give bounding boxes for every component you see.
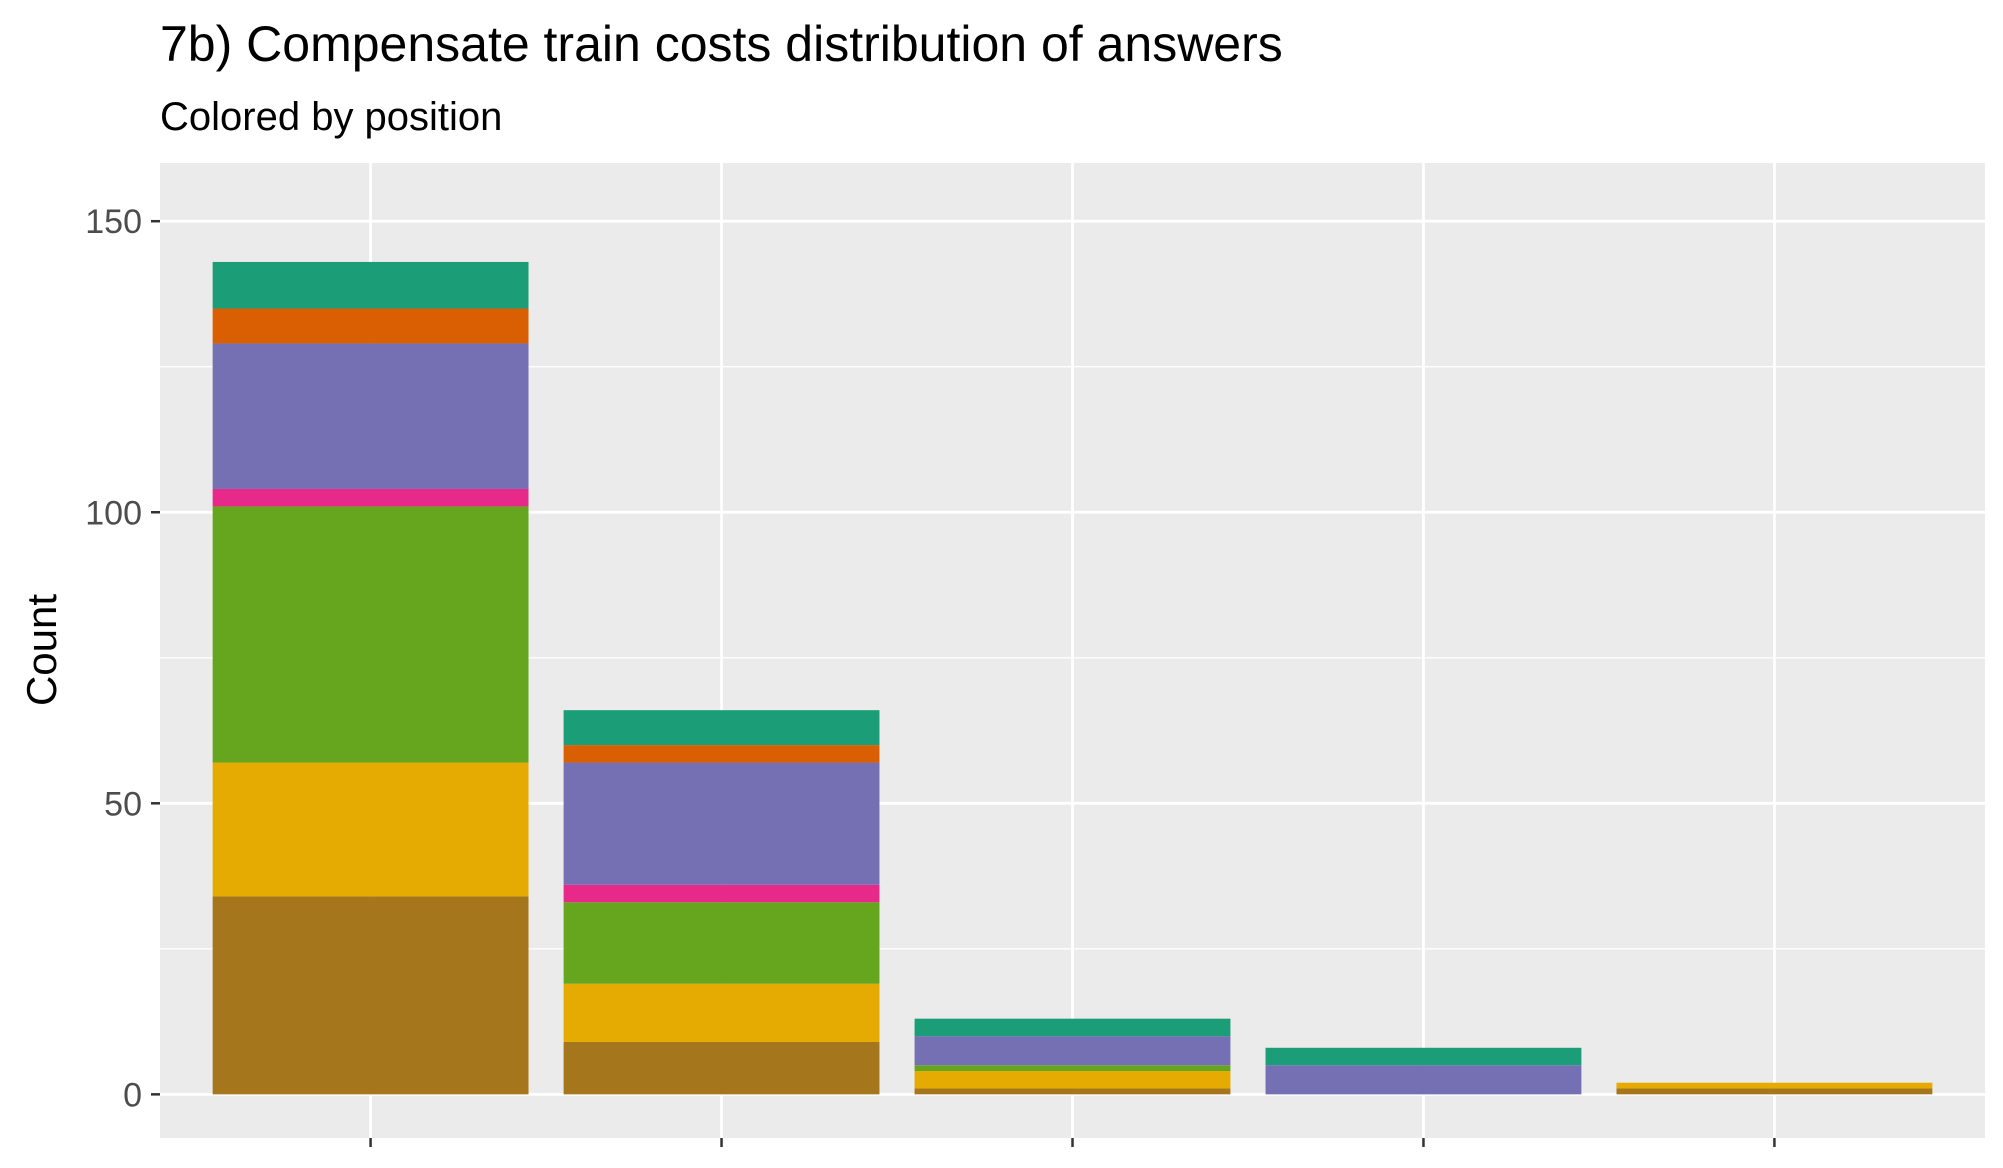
chart-subtitle: Colored by position <box>160 95 502 139</box>
y-tick-label: 0 <box>123 1076 142 1114</box>
bar-segment-2-1 <box>563 1041 880 1095</box>
y-tick-label: 100 <box>85 494 142 532</box>
bars-layer <box>212 261 1933 1095</box>
bar-segment-2-7 <box>563 710 880 746</box>
y-tick-label: 150 <box>85 203 142 241</box>
bar-segment-3-2 <box>914 1071 1231 1089</box>
bar-segment-1-4 <box>212 488 529 507</box>
y-tick-label: 50 <box>104 785 142 823</box>
bar-segment-3-1 <box>914 1088 1231 1095</box>
bar-segment-4-7 <box>1265 1047 1582 1066</box>
bar-segment-2-6 <box>563 745 880 763</box>
bar-segment-5-2 <box>1616 1082 1933 1089</box>
bar-segment-4-5 <box>1265 1065 1582 1095</box>
y-axis-label: Count <box>18 594 65 706</box>
bar-segment-1-2 <box>212 762 529 897</box>
y-axis: 0 50 100 150 <box>85 203 1776 1147</box>
chart-title: 7b) Compensate train costs distribution … <box>160 16 1283 72</box>
bar-segment-1-6 <box>212 308 529 344</box>
bar-segment-1-7 <box>212 261 529 309</box>
bar-segment-5-1 <box>1616 1088 1933 1095</box>
bar-segment-2-3 <box>563 902 880 984</box>
bar-segment-3-5 <box>914 1036 1231 1066</box>
bar-segment-2-4 <box>563 884 880 903</box>
bar-segment-3-7 <box>914 1018 1231 1037</box>
bar-segment-1-3 <box>212 506 529 763</box>
bar-segment-1-1 <box>212 896 529 1095</box>
bar-segment-3-3 <box>914 1065 1231 1072</box>
bar-segment-2-2 <box>563 983 880 1042</box>
bar-segment-1-5 <box>212 343 529 489</box>
bar-segment-2-5 <box>563 762 880 885</box>
